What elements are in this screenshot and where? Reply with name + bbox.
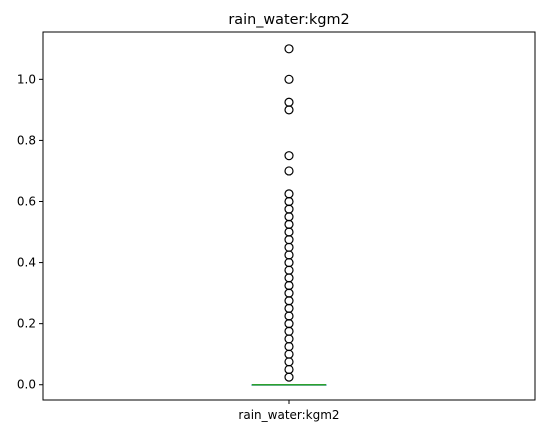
x-axis: rain_water:kgm2 [238,400,340,422]
outlier-point [284,105,294,115]
outlier-point [284,219,294,229]
outlier-point [284,372,294,382]
outlier-point [284,349,294,359]
outlier-point [284,242,294,252]
outlier-point [284,204,294,214]
outlier-point [284,280,294,291]
outlier-point [284,273,294,283]
outlier-point [284,311,294,321]
x-tick-label: rain_water:kgm2 [238,408,339,422]
outlier-point [284,357,294,367]
outlier-point [284,265,294,275]
y-tick-label: 0.6 [17,194,36,208]
y-axis: 0.0 0.2 0.4 0.6 0.8 1.0 [17,72,43,392]
outlier-point [284,303,294,313]
outlier-point [284,227,294,237]
y-tick-label: 0.4 [17,256,36,270]
outlier-point [284,44,294,54]
outlier-point [284,151,294,161]
outlier-point [284,288,294,298]
y-tick-label: 0.0 [17,378,36,392]
outlier-point [284,97,294,107]
outlier-point [284,74,294,84]
y-tick-label: 0.8 [17,133,36,147]
outlier-point [284,212,294,222]
axes-frame [42,31,536,401]
outlier-point [284,196,294,207]
outlier-point [284,296,294,306]
outlier-point [284,257,294,268]
chart-title: rain_water:kgm2 [228,12,349,28]
outlier-point [284,364,294,375]
outlier-point [284,235,294,245]
outlier-point [284,341,294,352]
y-tick-label: 0.2 [17,317,36,331]
plot-area [251,44,327,386]
y-tick-label: 1.0 [17,72,36,86]
outlier-point [284,166,294,176]
outlier-point [284,250,294,260]
outlier-point [284,189,294,199]
outlier-point [284,319,294,329]
outlier-point [284,326,294,336]
outlier-point [284,334,294,344]
